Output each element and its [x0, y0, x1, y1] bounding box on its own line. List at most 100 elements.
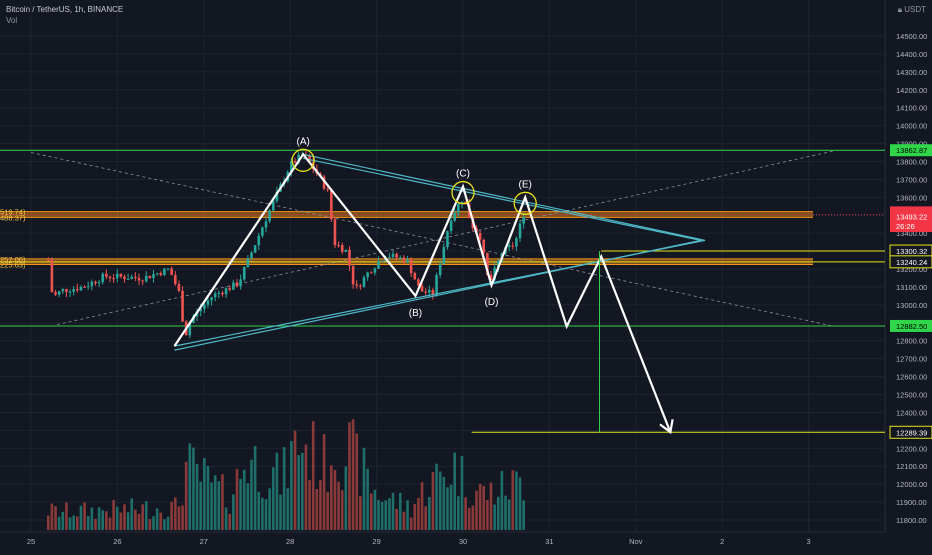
- candle-body: [123, 276, 126, 280]
- wave-label: (B): [409, 308, 422, 319]
- volume-bar: [504, 495, 507, 530]
- candle-body: [148, 275, 152, 279]
- volume-bar: [286, 488, 290, 530]
- volume-bar: [475, 490, 478, 530]
- price-axis-label: 14100.00: [896, 104, 927, 113]
- candle-body: [438, 264, 442, 275]
- volume-bar: [344, 466, 348, 530]
- volume-bar: [471, 505, 475, 530]
- volume-bar: [217, 481, 221, 530]
- price-axis-label: 13600.00: [896, 193, 927, 202]
- volume-bar: [507, 499, 511, 530]
- volume-bar: [83, 502, 86, 530]
- candle-body: [239, 279, 242, 287]
- candle-body: [493, 267, 496, 280]
- volume-bar: [500, 470, 504, 530]
- volume-bar: [304, 444, 308, 530]
- candle-body: [57, 291, 61, 295]
- volume-bar: [173, 497, 177, 530]
- volume-bar: [50, 503, 54, 530]
- candle-body: [232, 282, 235, 290]
- time-axis-label: 3: [807, 537, 811, 546]
- volume-bar: [184, 461, 188, 530]
- price-axis-label: 13100.00: [896, 283, 927, 292]
- volume-bar: [493, 504, 496, 530]
- candle-body: [210, 297, 213, 301]
- candle-body: [489, 274, 493, 280]
- candle-body: [271, 200, 275, 211]
- volume-bar: [228, 513, 232, 530]
- volume-bar: [300, 452, 304, 530]
- candle-body: [108, 276, 112, 279]
- volume-bar: [46, 515, 50, 530]
- candle-body: [369, 272, 373, 274]
- volume-bar: [322, 434, 326, 530]
- volume-bar: [420, 482, 424, 530]
- candle-body: [337, 245, 340, 247]
- volume-bar: [496, 496, 500, 530]
- volume-bar: [188, 443, 192, 530]
- candle-body: [366, 272, 369, 278]
- candle-body: [486, 252, 489, 275]
- candle-body: [326, 188, 329, 190]
- level-price-tag-bg: [890, 426, 932, 439]
- candle-body: [409, 259, 413, 274]
- candle-body: [76, 289, 79, 291]
- volume-bar: [311, 421, 315, 530]
- volume-bar: [134, 509, 137, 530]
- dashed-trend-line: [30, 152, 835, 327]
- volume-bar: [137, 513, 141, 530]
- price-axis-label: 12000.00: [896, 480, 927, 489]
- volume-bar: [308, 480, 311, 530]
- volume-bar: [515, 471, 518, 530]
- candle-body: [449, 220, 453, 231]
- level-price-tag: 13300.32: [896, 247, 927, 256]
- zone-price-label: 519.74): [0, 208, 26, 217]
- volume-bar: [435, 463, 438, 530]
- candle-body: [173, 275, 177, 285]
- candle-body: [228, 288, 232, 290]
- candle-body: [478, 233, 482, 240]
- candle-body: [420, 285, 424, 292]
- candle-body: [442, 247, 446, 265]
- volume-bar: [467, 507, 471, 530]
- volume-bar: [355, 433, 359, 530]
- volume-bar: [94, 518, 97, 530]
- volume-bar: [330, 465, 333, 530]
- level-price-tag: 13240.24: [896, 258, 927, 267]
- level-price-tag-bg: [890, 319, 932, 332]
- candle-body: [166, 268, 170, 270]
- candle-body: [253, 245, 257, 253]
- volume-bar: [166, 516, 170, 530]
- volume-bar: [264, 499, 268, 530]
- candle-body: [68, 291, 72, 293]
- volume-bar: [428, 496, 431, 530]
- candle-body: [395, 253, 398, 258]
- volume-bar: [221, 474, 224, 530]
- volume-bar: [163, 519, 166, 530]
- volume-bar: [377, 499, 380, 530]
- volume-bar: [409, 517, 413, 530]
- level-price-tag-bg: [890, 255, 932, 268]
- candle-body: [290, 161, 293, 173]
- currency-label: 🔒︎ USDT: [898, 5, 926, 15]
- volume-bar: [406, 500, 409, 530]
- volume-bar: [181, 505, 184, 530]
- time-axis-label: Nov: [629, 537, 643, 546]
- volume-bar: [152, 516, 155, 530]
- volume-bar: [282, 447, 286, 530]
- candle-body: [435, 274, 438, 295]
- candle-body: [373, 268, 377, 273]
- volume-bar: [257, 491, 261, 530]
- volume-bar: [279, 494, 282, 530]
- volume-bar: [72, 515, 75, 530]
- volume-bar: [224, 507, 228, 530]
- volume-bar: [232, 494, 235, 530]
- candle-body: [275, 191, 279, 201]
- candle-body: [515, 238, 518, 247]
- candle-body: [159, 273, 163, 276]
- volume-bar: [398, 492, 402, 530]
- volume-bar: [478, 483, 482, 530]
